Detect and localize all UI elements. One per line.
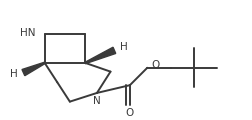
- Text: N: N: [93, 96, 101, 106]
- Text: O: O: [151, 60, 160, 70]
- Polygon shape: [22, 62, 45, 76]
- Text: H: H: [10, 69, 18, 79]
- Text: HN: HN: [20, 28, 36, 38]
- Text: H: H: [120, 42, 128, 52]
- Text: O: O: [126, 108, 134, 118]
- Polygon shape: [85, 47, 116, 64]
